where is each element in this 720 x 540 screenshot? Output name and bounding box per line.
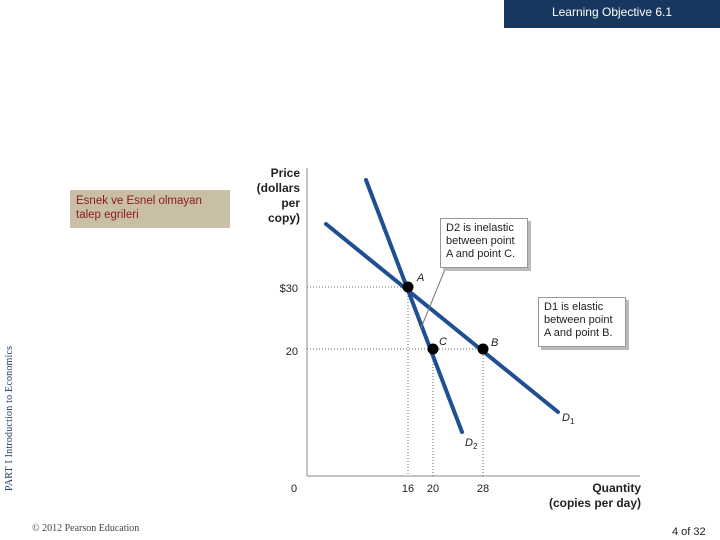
d1-callout-line-3: A and point B. [544, 327, 613, 339]
d2-callout-line-2: between point [446, 235, 515, 247]
slide-title-line-2: talep egrileri [76, 209, 139, 221]
d1-elastic-callout: D1 is elastic between point A and point … [538, 297, 626, 347]
y-tick-30: $30 [280, 283, 298, 295]
y-axis-label-line-2: (dollars [257, 181, 301, 195]
d1-callout-line-2: between point [544, 314, 613, 326]
x-tick-20: 20 [427, 483, 439, 495]
point-b-marker [477, 343, 489, 355]
x-tick-16: 16 [402, 483, 414, 495]
y-axis-label-line-4: copy) [268, 211, 300, 225]
x-axis-label-line-1: Quantity [592, 481, 641, 495]
curve-label-d2: D2 [465, 437, 478, 451]
curve-label-d1-main: D [562, 412, 570, 424]
x-tick-0: 0 [291, 483, 297, 495]
d2-callout-line-3: A and point C. [446, 248, 516, 260]
learning-objective-banner: Learning Objective 6.1 [504, 0, 720, 28]
curve-label-d1-sub: 1 [570, 417, 575, 426]
point-b-label: B [491, 337, 498, 349]
demand-curve-d2 [364, 178, 464, 434]
point-c-marker [427, 343, 439, 355]
slide-title-line-1: Esnek ve Esnel olmayan [76, 195, 202, 207]
slide-title: Esnek ve Esnel olmayan talep egrileri [70, 190, 230, 228]
point-a-label: A [416, 272, 424, 284]
y-axis-label-line-3: per [281, 196, 300, 210]
x-axis-label-line-2: (copies per day) [549, 496, 641, 510]
x-tick-28: 28 [477, 483, 489, 495]
point-c-label: C [439, 336, 447, 348]
curve-label-d1: D1 [562, 412, 575, 426]
d1-callout-line-1: D1 is elastic [544, 301, 604, 313]
point-a-marker [402, 281, 414, 293]
d2-callout-line-1: D2 is inelastic [446, 222, 514, 234]
d2-inelastic-callout: D2 is inelastic between point A and poin… [440, 218, 528, 268]
y-axis-label-line-1: Price [271, 166, 301, 180]
y-tick-20: 20 [286, 346, 298, 358]
d2-callout-leader [420, 261, 449, 329]
curve-label-d2-sub: 2 [473, 442, 478, 451]
page-number: 4 of 32 [672, 526, 706, 538]
demand-curve-d1 [324, 222, 560, 414]
curve-label-d2-main: D [465, 437, 473, 449]
copyright-notice: © 2012 Pearson Education [32, 523, 140, 534]
